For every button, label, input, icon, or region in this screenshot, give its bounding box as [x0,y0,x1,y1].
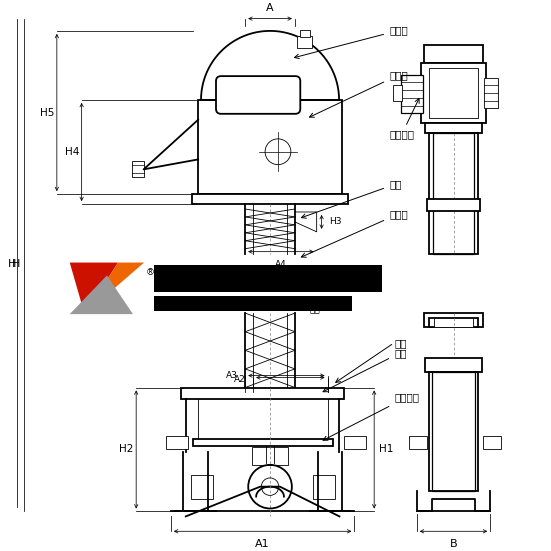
Text: A: A [266,3,274,13]
Bar [424,313,483,327]
Bar [429,133,478,253]
Bar [426,199,480,211]
Bar [192,194,348,204]
Polygon shape [85,263,144,314]
Text: H2: H2 [119,445,133,455]
Text: H4: H4 [64,147,79,157]
Bar [429,68,478,118]
Polygon shape [70,276,144,314]
Text: A4: A4 [275,260,287,268]
Bar [393,85,402,101]
Text: ®: ® [146,268,155,278]
Bar [344,436,366,449]
Bar [154,264,382,293]
Text: 机头盖: 机头盖 [294,25,408,58]
Text: H: H [12,258,20,268]
Text: 机头座: 机头座 [310,70,408,117]
Bar [484,78,498,108]
Text: 底座: 底座 [323,348,407,392]
Text: 减速电机: 减速电机 [389,99,419,139]
Bar [166,436,188,449]
Bar [198,100,342,194]
Polygon shape [295,212,317,232]
Text: A2: A2 [234,375,245,384]
FancyBboxPatch shape [216,76,300,114]
Text: H1: H1 [379,445,393,455]
Text: H3: H3 [329,218,342,226]
Text: 底座: 底座 [394,338,407,348]
Bar [424,45,483,63]
Text: 畚斗带: 畚斗带 [301,209,408,257]
Bar [429,371,478,490]
Bar [433,133,474,253]
Bar [154,296,352,311]
Text: 张紧装置: 张紧装置 [323,392,419,440]
Bar [409,436,426,449]
Bar [434,318,473,327]
Text: A1: A1 [255,539,270,549]
Bar [191,475,213,499]
Bar [252,447,288,465]
Bar [181,387,344,399]
Polygon shape [70,263,118,314]
Bar [300,30,310,37]
Bar [401,75,423,113]
Bar [483,436,501,449]
Text: H5: H5 [40,107,54,117]
Text: 底座: 底座 [310,306,321,315]
Text: A3: A3 [225,371,237,380]
Text: 直管: 直管 [301,179,402,218]
Bar [425,358,482,371]
Bar [431,371,476,490]
Bar [312,475,334,499]
Text: B: B [450,539,457,549]
Bar [296,36,312,48]
Text: H: H [8,258,17,268]
Bar [421,63,486,123]
Bar [429,318,478,327]
Bar [193,439,332,446]
Bar [132,161,144,177]
Bar [425,123,482,133]
